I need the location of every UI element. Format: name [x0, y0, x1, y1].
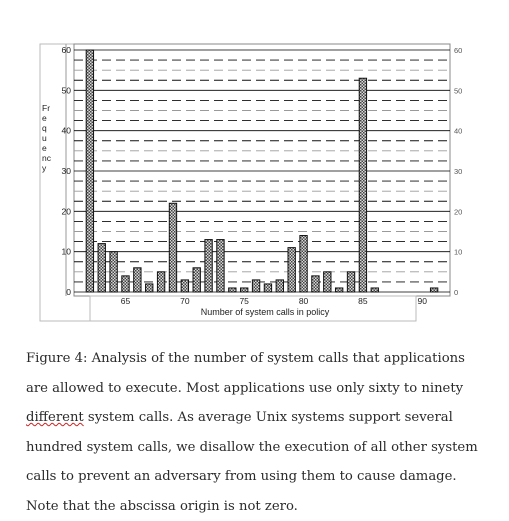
x-axis-label: Number of system calls in policy [201, 307, 330, 317]
bar [216, 239, 225, 293]
y-tick-label: 30 [62, 166, 72, 176]
y-tick-label: 50 [62, 85, 72, 95]
y-tick-label-right: 20 [454, 207, 462, 216]
y-axis-label-part: e [42, 143, 47, 153]
y-tick-label: 60 [62, 45, 72, 55]
y-tick-label: 10 [62, 247, 72, 257]
bar [156, 271, 166, 293]
caption-text-2: system calls. As average Unix systems su… [26, 410, 478, 514]
x-label-box [89, 295, 417, 322]
x-tick-label: 90 [418, 296, 428, 306]
caption-text-1: Figure 4: Analysis of the number of syst… [26, 351, 465, 396]
x-tick-labels: 65 70 75 80 85 90 [121, 296, 428, 306]
y-axis-label-part: y [42, 163, 47, 173]
y-tick-labels-right: 0 10 20 30 40 50 60 [454, 46, 462, 297]
x-tick-label: 85 [358, 296, 368, 306]
bar [263, 283, 273, 293]
y-tick-label-right: 30 [454, 167, 462, 176]
bar [204, 239, 213, 293]
y-axis-label-part: Fr [42, 103, 50, 113]
grid-lines [74, 49, 450, 293]
y-tick-label-right: 10 [454, 248, 462, 257]
y-tick-label-right: 40 [454, 127, 462, 136]
bar [240, 287, 249, 293]
x-tick-label: 70 [180, 296, 190, 306]
x-tick-label: 80 [299, 296, 309, 306]
bar [133, 267, 142, 293]
histogram-chart: 0 10 20 30 40 50 60 0 10 20 30 40 50 60 65 70 75 80 85 90… [39, 43, 462, 322]
bar [429, 287, 439, 293]
bar [299, 235, 308, 293]
bar [180, 279, 190, 293]
bar [97, 243, 106, 293]
bar [275, 279, 284, 293]
bar [121, 275, 130, 293]
y-axis-label-part: u [42, 133, 47, 143]
y-tick-label-right: 50 [454, 86, 462, 95]
y-tick-label: 0 [66, 287, 71, 297]
figure-caption: Figure 4: Analysis of the number of syst… [26, 344, 484, 521]
x-tick-label: 65 [121, 296, 131, 306]
y-axis-label-part: e [42, 113, 47, 123]
bar [334, 287, 344, 293]
y-axis-label-part: q [42, 123, 47, 133]
y-tick-label: 40 [62, 126, 72, 136]
bar [109, 251, 118, 293]
bar [287, 247, 296, 293]
y-axis-label-part: nc [42, 153, 52, 163]
y-tick-label: 20 [62, 206, 72, 216]
bar [346, 271, 356, 293]
bar [370, 287, 379, 293]
bar [192, 267, 201, 293]
x-tick-label: 75 [239, 296, 249, 306]
bar [358, 77, 368, 293]
y-tick-labels-left: 0 10 20 30 40 50 60 [62, 45, 72, 297]
bar-series [85, 49, 439, 293]
caption-misspelled-word: different [26, 410, 84, 425]
bar [311, 275, 320, 293]
bar [85, 49, 95, 293]
bar [168, 202, 178, 293]
plot-area [73, 43, 451, 297]
y-tick-label-right: 0 [454, 288, 458, 297]
bar [228, 287, 237, 293]
y-tick-label-right: 60 [454, 46, 462, 55]
bar [145, 283, 154, 293]
bar [251, 279, 261, 293]
bar [323, 271, 332, 293]
